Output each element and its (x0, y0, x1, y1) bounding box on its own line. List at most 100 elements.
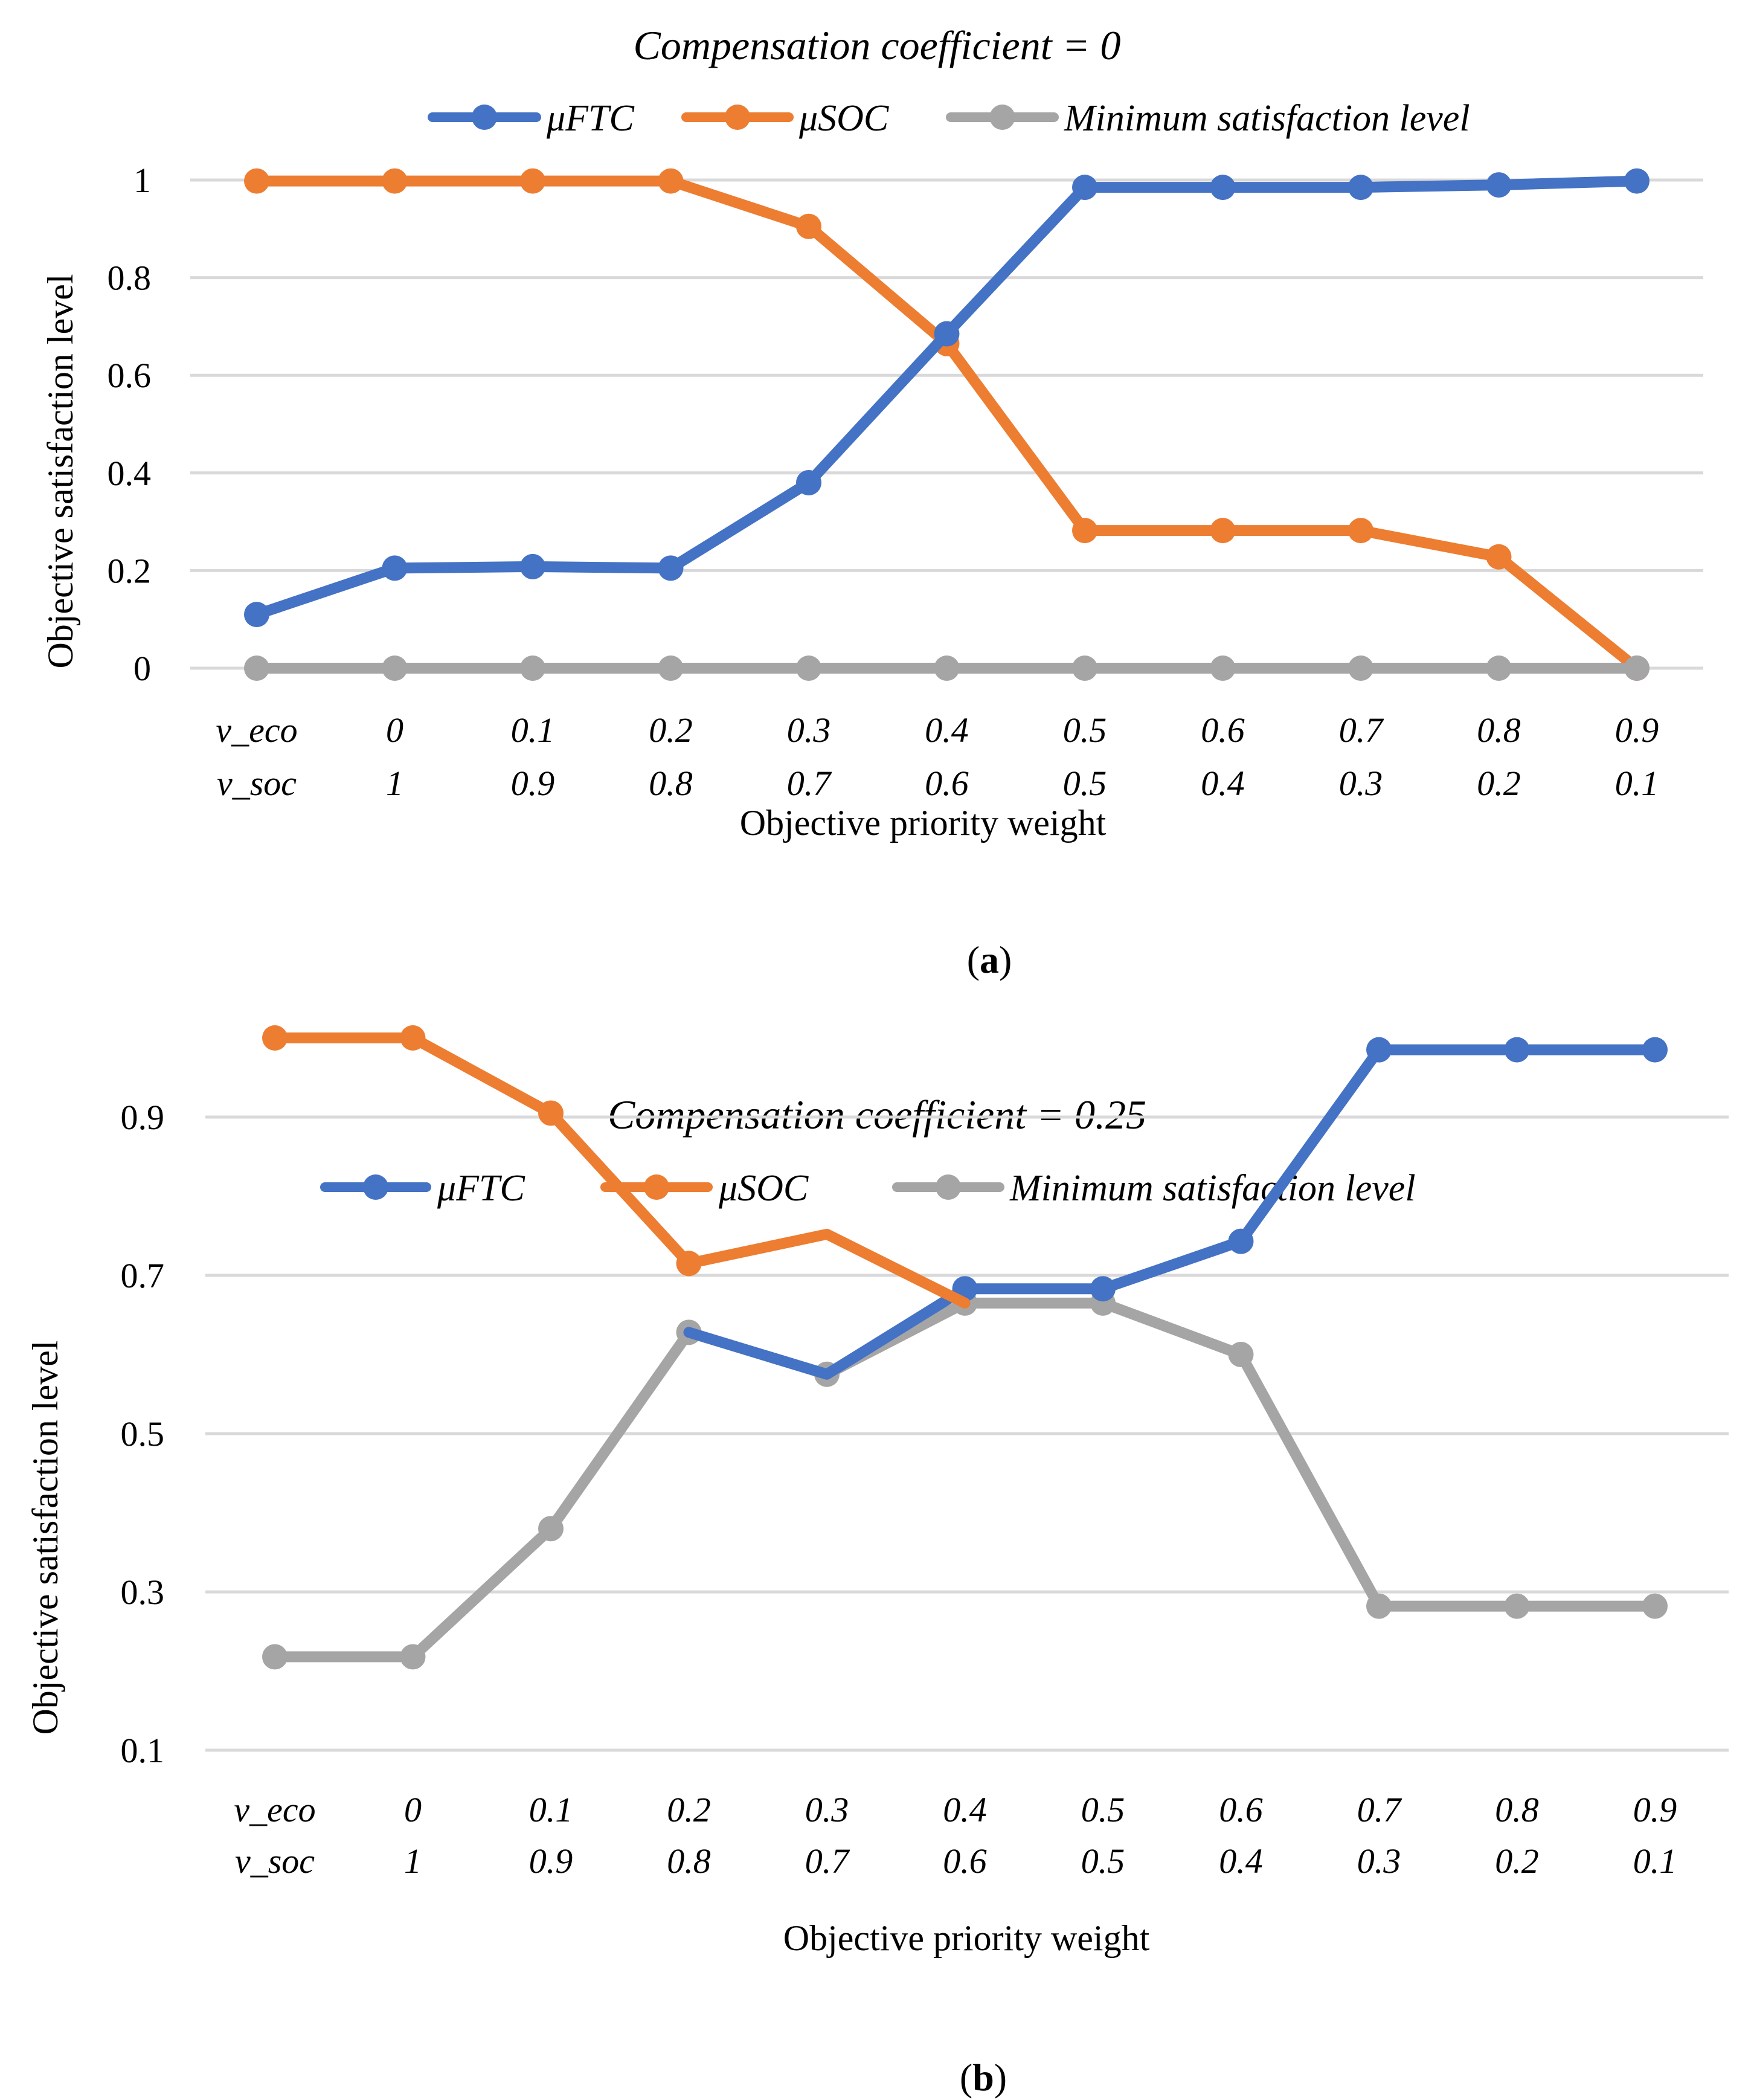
data-point (382, 168, 408, 194)
y-tick-label: 0.5 (121, 1414, 165, 1454)
data-point (1486, 655, 1512, 681)
x-tick-label: 0.5 (1081, 1841, 1125, 1881)
chart-b-title: Compensation coefficient = 0.25 (608, 1092, 1146, 1138)
data-point (1228, 1228, 1254, 1254)
x-tick-label: 0.9 (511, 764, 555, 803)
x-row-label: v_soc (235, 1841, 315, 1881)
data-point (934, 321, 960, 347)
data-point (1210, 655, 1236, 681)
x-tick-label: 0.2 (1495, 1841, 1539, 1881)
legend-item: μSOC (681, 98, 889, 139)
data-point (934, 655, 960, 681)
data-point (796, 213, 821, 239)
legend-label: Minimum satisfaction level (1009, 1168, 1416, 1209)
series-2 (244, 655, 1650, 681)
y-tick-label: 0.7 (121, 1256, 165, 1295)
x-tick-label: 0.3 (1339, 764, 1383, 803)
legend-swatch-marker (936, 1174, 961, 1200)
chart-b-caption-letter: b (972, 2056, 994, 2099)
series-2 (262, 1290, 1668, 1670)
data-point (1642, 1593, 1668, 1619)
data-point (244, 168, 269, 194)
x-tick-label: 0.9 (1633, 1790, 1677, 1829)
data-point (400, 1644, 426, 1670)
x-tick-label: 0.1 (1615, 764, 1659, 803)
data-point (382, 655, 408, 681)
x-tick-label: 0.9 (1615, 710, 1659, 750)
legend-label: Minimum satisfaction level (1064, 98, 1470, 139)
chart-a: Compensation coefficient = 0 μFTC μSOC Min… (40, 22, 1703, 981)
y-tick-label: 0.9 (121, 1098, 165, 1137)
data-point (796, 469, 821, 495)
y-tick-label: 0.6 (108, 356, 152, 395)
series-0 (244, 168, 1650, 628)
chart-a-series (244, 168, 1650, 681)
data-point (520, 553, 545, 579)
legend-item: μFTC (320, 1168, 525, 1209)
data-point (796, 655, 821, 681)
data-point (244, 602, 269, 628)
x-tick-label: 0.4 (943, 1790, 987, 1829)
data-point (520, 168, 545, 194)
y-tick-label: 1 (133, 161, 151, 200)
x-tick-label: 0.6 (925, 764, 969, 803)
x-tick-label: 0.2 (1477, 764, 1521, 803)
chart-b-y-ticks: 0.1 0.3 0.5 0.7 0.9 (121, 1098, 165, 1770)
legend-item: μFTC (428, 98, 634, 139)
data-point (1072, 655, 1097, 681)
legend-label: μFTC (437, 1168, 525, 1209)
x-tick-label: 0.7 (1339, 710, 1384, 750)
data-point (658, 168, 684, 194)
x-row-label: v_soc (217, 764, 297, 803)
data-point (262, 1644, 288, 1670)
y-tick-label: 0.4 (108, 454, 152, 493)
chart-a-x-ticks: v_eco 0 0.1 0.2 0.3 0.4 0.5 0.6 0.7 0.8 0.9 v_soc 1 0… (216, 710, 1659, 803)
series-line (269, 1297, 1660, 1663)
data-point (1090, 1276, 1116, 1302)
legend-label: μSOC (798, 98, 889, 139)
legend-label: μFTC (546, 98, 634, 139)
x-tick-label: 0.1 (511, 710, 555, 750)
data-point (1072, 518, 1097, 544)
y-tick-label: 0.8 (108, 259, 152, 298)
series-1 (262, 1025, 971, 1309)
data-point (1072, 175, 1097, 201)
data-point (1348, 175, 1373, 201)
data-point (1486, 172, 1512, 198)
data-point (1624, 655, 1650, 681)
chart-a-caption: (a) (967, 938, 1012, 981)
data-point (1624, 168, 1650, 194)
legend-swatch-marker (472, 105, 497, 130)
chart-b-y-axis-label: Objective satisfaction level (25, 1340, 65, 1734)
chart-a-legend: μFTC μSOC Minimum satisfaction level (428, 98, 1470, 139)
x-tick-label: 0.6 (943, 1841, 987, 1881)
x-tick-label: 1 (386, 764, 403, 803)
data-point (538, 1100, 564, 1126)
data-point (520, 655, 545, 681)
chart-b-series (262, 1025, 1668, 1670)
data-point (1642, 1037, 1668, 1063)
data-point (1210, 175, 1236, 201)
legend-item: Minimum satisfaction level (946, 98, 1470, 139)
x-tick-label: 0.5 (1081, 1790, 1125, 1829)
x-row-label: v_eco (216, 710, 297, 750)
data-point (658, 655, 684, 681)
data-point (382, 555, 408, 581)
data-point (1348, 518, 1373, 544)
x-tick-label: 0.7 (1357, 1790, 1402, 1829)
chart-b: Compensation coefficient = 0.25 μFTC μSOC… (25, 1025, 1729, 2099)
x-tick-label: 0.2 (649, 710, 693, 750)
y-tick-label: 0.2 (108, 551, 152, 590)
data-point (1486, 544, 1512, 570)
legend-swatch-marker (363, 1174, 388, 1200)
chart-a-title: Compensation coefficient = 0 (634, 22, 1121, 68)
chart-b-legend: μFTC μSOC Minimum satisfaction level (320, 1168, 1416, 1209)
x-tick-label: 0 (386, 710, 403, 750)
chart-a-y-ticks: 0 0.2 0.4 0.6 0.8 1 (108, 161, 152, 688)
data-point (244, 655, 269, 681)
x-tick-label: 0.2 (667, 1790, 711, 1829)
legend-label: μSOC (718, 1168, 809, 1209)
chart-b-x-axis-label: Objective priority weight (783, 1918, 1150, 1958)
x-tick-label: 0.1 (1633, 1841, 1677, 1881)
